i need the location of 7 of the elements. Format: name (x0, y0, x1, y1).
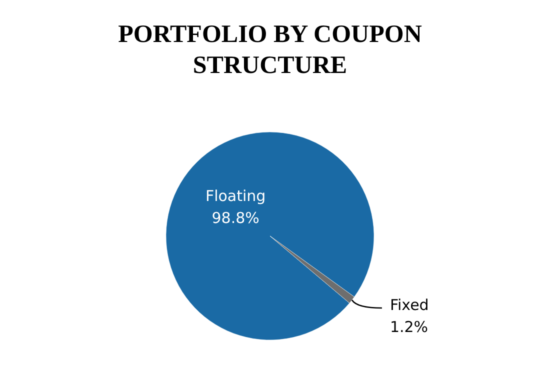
slice-label: Fixed (390, 296, 429, 314)
data-label: 1.2% (390, 318, 428, 336)
pie-slice (166, 132, 374, 340)
chart-title: PORTFOLIO BY COUPON STRUCTURE (118, 21, 422, 79)
data-label: 98.8% (212, 209, 260, 228)
slice-label: Floating (205, 187, 266, 206)
pie-slice (270, 236, 354, 304)
